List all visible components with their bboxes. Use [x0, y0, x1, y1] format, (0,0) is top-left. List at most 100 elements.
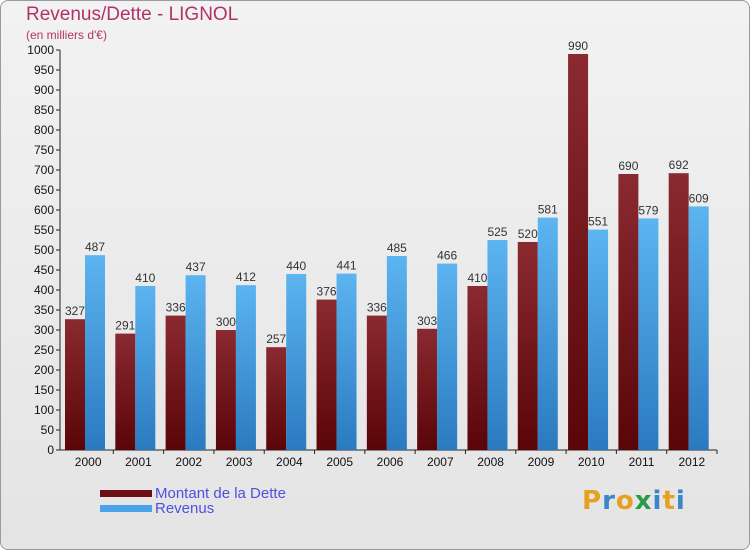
- logo-letter: o: [615, 486, 635, 516]
- y-tick-label: 400: [34, 283, 54, 297]
- y-tick-label: 350: [34, 303, 54, 317]
- bar-dette: [417, 328, 438, 450]
- y-tick-label: 300: [34, 323, 54, 337]
- data-label: 327: [65, 304, 85, 318]
- data-label: 303: [417, 314, 437, 328]
- legend-label-revenus: Revenus: [155, 500, 215, 517]
- y-tick-label: 200: [34, 363, 54, 377]
- data-label: 336: [166, 301, 186, 315]
- data-label: 410: [135, 271, 155, 285]
- data-label: 441: [337, 259, 357, 273]
- data-label: 487: [85, 240, 105, 254]
- x-tick-label: 2003: [226, 455, 253, 469]
- bar-dette: [467, 286, 488, 450]
- chart-subtitle: (en milliers d'€): [26, 28, 107, 42]
- x-tick-label: 2011: [629, 455, 655, 469]
- y-tick-label: 950: [34, 63, 54, 77]
- y-tick-label: 250: [34, 343, 54, 357]
- y-tick-label: 450: [34, 263, 54, 277]
- x-tick-label: 2007: [427, 455, 454, 469]
- bars: [65, 54, 709, 450]
- logo-letter: x: [634, 486, 653, 516]
- logo-letter: r: [602, 486, 616, 516]
- bar-revenus: [537, 217, 558, 450]
- data-label: 520: [518, 227, 538, 241]
- bar-dette: [115, 333, 136, 450]
- bar-revenus: [588, 229, 609, 450]
- bar-dette: [316, 299, 337, 450]
- logo-letter: P: [582, 486, 603, 516]
- data-label: 300: [216, 315, 236, 329]
- bar-dette: [668, 173, 689, 450]
- legend-label-debt: Montant de la Dette: [155, 485, 286, 502]
- bar-dette: [266, 347, 287, 450]
- data-label: 412: [236, 270, 256, 284]
- bar-revenus: [688, 206, 709, 450]
- bar-revenus: [386, 256, 407, 450]
- y-tick-label: 550: [34, 223, 54, 237]
- data-label: 437: [186, 260, 206, 274]
- x-tick-label: 2009: [528, 455, 555, 469]
- bar-revenus: [85, 255, 105, 450]
- y-tick-label: 600: [34, 203, 54, 217]
- data-label: 466: [437, 249, 457, 263]
- y-tick-label: 900: [34, 83, 54, 97]
- bar-dette: [618, 174, 639, 450]
- y-tick-label: 800: [34, 123, 54, 137]
- bar-dette: [568, 54, 589, 450]
- x-tick-label: 2005: [326, 455, 353, 469]
- x-tick-label: 2002: [175, 455, 202, 469]
- logo-letter: i: [652, 486, 663, 516]
- data-label: 336: [367, 301, 387, 315]
- data-label: 410: [467, 271, 487, 285]
- data-label: 692: [669, 158, 689, 172]
- y-tick-label: 100: [34, 403, 54, 417]
- data-label: 376: [317, 285, 337, 299]
- data-label: 485: [387, 241, 407, 255]
- axes: 0 50 100 150 200 250 300 350 400 450 500 550 600 650 7…: [27, 43, 718, 469]
- x-tick-label: 2006: [377, 455, 404, 469]
- bar-dette: [366, 315, 387, 450]
- y-tick-label: 50: [41, 423, 55, 437]
- x-tick-label: 2008: [477, 455, 504, 469]
- bar-dette: [165, 315, 186, 450]
- x-tick-label: 2001: [125, 455, 152, 469]
- data-label: 579: [638, 203, 658, 217]
- legend-swatch-revenus: [100, 505, 152, 512]
- legend-swatch-debt: [100, 490, 152, 497]
- bar-revenus: [336, 273, 357, 450]
- y-tick-label: 500: [34, 243, 54, 257]
- y-tick-label: 750: [34, 143, 54, 157]
- data-label: 291: [115, 319, 135, 333]
- data-label: 257: [266, 332, 286, 346]
- y-tick-label: 0: [47, 443, 54, 457]
- chart-title: Revenus/Dette - LIGNOL: [26, 4, 239, 25]
- bar-revenus: [185, 275, 206, 450]
- x-tick-label: 2000: [75, 455, 102, 469]
- proxiti-logo: Proxiti: [582, 486, 686, 516]
- bar-revenus: [487, 240, 508, 450]
- y-tick-label: 700: [34, 163, 54, 177]
- x-tick-label: 2012: [678, 455, 705, 469]
- logo-letter: i: [675, 486, 686, 516]
- x-tick-label: 2010: [578, 455, 605, 469]
- bar-revenus: [235, 285, 256, 450]
- data-label: 440: [286, 259, 306, 273]
- data-label: 581: [538, 203, 558, 217]
- y-tick-label: 150: [34, 383, 54, 397]
- y-tick-label: 850: [34, 103, 54, 117]
- x-tick-label: 2004: [276, 455, 303, 469]
- bar-dette: [517, 242, 538, 450]
- logo-letter: t: [662, 486, 676, 516]
- bar-revenus: [286, 274, 307, 450]
- y-tick-label: 650: [34, 183, 54, 197]
- bar-revenus: [135, 286, 156, 450]
- data-label: 551: [588, 215, 608, 229]
- y-tick-label: 1000: [27, 43, 54, 57]
- bar-revenus: [437, 263, 458, 450]
- data-label: 690: [618, 159, 638, 173]
- data-label: 525: [487, 225, 507, 239]
- data-label: 609: [689, 191, 709, 205]
